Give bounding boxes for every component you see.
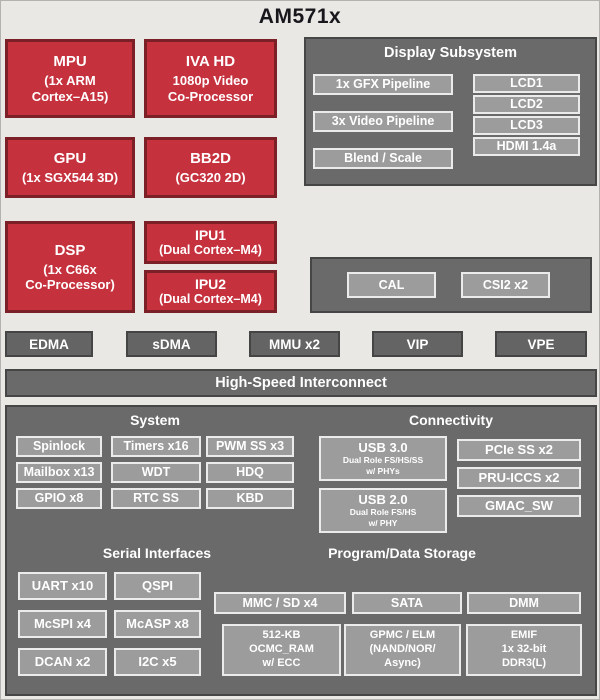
- chip-usb3: USB 3.0 Dual Role FS/HS/SS w/ PHYs: [319, 436, 447, 481]
- block-gpu-subtitle: (1x SGX544 3D): [21, 169, 119, 185]
- chip-sdma: sDMA: [126, 331, 217, 357]
- chip-gfx-pipeline: 1x GFX Pipeline: [313, 74, 453, 95]
- block-ipu1: IPU1 (Dual Cortex–M4): [144, 221, 277, 264]
- chip-i2c: I2C x5: [114, 648, 201, 676]
- chip-cal: CAL: [347, 272, 436, 298]
- chip-ocmc-ram: 512-KB OCMC_RAM w/ ECC: [222, 624, 341, 676]
- camera-panel: CAL CSI2 x2: [310, 257, 592, 313]
- serial-section-title: Serial Interfaces: [102, 545, 212, 561]
- block-gpu-title: GPU: [53, 149, 87, 167]
- chip-mcasp: McASP x8: [114, 610, 201, 638]
- page-title: AM571x: [258, 5, 342, 28]
- block-ipu1-subtitle: (Dual Cortex–M4): [159, 243, 262, 258]
- chip-emif: EMIF 1x 32-bit DDR3(L): [466, 624, 582, 676]
- connectivity-section-title: Connectivity: [408, 412, 493, 428]
- chip-usb2-title: USB 2.0: [358, 492, 408, 508]
- display-subsystem-title: Display Subsystem: [384, 45, 517, 61]
- chip-wdt: WDT: [111, 462, 201, 483]
- chip-edma: EDMA: [5, 331, 93, 357]
- chip-gpmc-elm: GPMC / ELM (NAND/NOR/ Async): [344, 624, 461, 676]
- chip-hdmi: HDMI 1.4a: [473, 137, 580, 156]
- block-iva-hd: IVA HD 1080p Video Co-Processor: [144, 39, 277, 118]
- chip-mailbox: Mailbox x13: [16, 462, 102, 483]
- block-dsp-title: DSP: [54, 241, 86, 259]
- chip-pru-iccs: PRU-ICCS x2: [457, 467, 581, 489]
- system-section-title: System: [130, 412, 180, 428]
- chip-mmu: MMU x2: [249, 331, 340, 357]
- chip-vpe: VPE: [495, 331, 587, 357]
- chip-usb2-subtitle: Dual Role FS/HS w/ PHY: [349, 507, 417, 528]
- chip-usb2: USB 2.0 Dual Role FS/HS w/ PHY: [319, 488, 447, 533]
- block-mpu-subtitle: (1x ARM Cortex–A15): [31, 73, 109, 104]
- chip-kbd: KBD: [206, 488, 294, 509]
- chip-spinlock: Spinlock: [16, 436, 102, 457]
- chip-dcan: DCAN x2: [18, 648, 107, 676]
- block-gpu: GPU (1x SGX544 3D): [5, 137, 135, 198]
- chip-lcd3: LCD3: [473, 116, 580, 135]
- chip-video-pipeline: 3x Video Pipeline: [313, 111, 453, 132]
- block-ipu2-title: IPU2: [194, 276, 227, 293]
- block-mpu-title: MPU: [53, 53, 87, 71]
- chip-gmac: GMAC_SW: [457, 495, 581, 517]
- chip-pwm: PWM SS x3: [206, 436, 294, 457]
- chip-gpio: GPIO x8: [16, 488, 102, 509]
- block-bb2d: BB2D (GC320 2D): [144, 137, 277, 198]
- block-ipu2-subtitle: (Dual Cortex–M4): [159, 292, 262, 307]
- chip-mcspi: McSPI x4: [18, 610, 107, 638]
- chip-uart: UART x10: [18, 572, 107, 600]
- block-bb2d-subtitle: (GC320 2D): [175, 169, 246, 185]
- block-dsp: DSP (1x C66x Co-Processor): [5, 221, 135, 313]
- chip-timers: Timers x16: [111, 436, 201, 457]
- chip-qspi: QSPI: [114, 572, 201, 600]
- display-subsystem-panel: Display Subsystem 1x GFX Pipeline 3x Vid…: [304, 37, 597, 186]
- chip-lcd2: LCD2: [473, 95, 580, 114]
- storage-section-title: Program/Data Storage: [328, 545, 476, 561]
- chip-pcie: PCIe SS x2: [457, 439, 581, 461]
- block-iva-hd-subtitle: 1080p Video Co-Processor: [167, 73, 254, 104]
- chip-usb3-subtitle: Dual Role FS/HS/SS w/ PHYs: [342, 455, 424, 476]
- block-ipu1-title: IPU1: [194, 227, 227, 244]
- chip-mmc-sd: MMC / SD x4: [214, 592, 346, 614]
- block-ipu2: IPU2 (Dual Cortex–M4): [144, 270, 277, 313]
- block-mpu: MPU (1x ARM Cortex–A15): [5, 39, 135, 118]
- chip-rtc: RTC SS: [111, 488, 201, 509]
- chip-usb3-title: USB 3.0: [358, 440, 408, 456]
- chip-vip: VIP: [372, 331, 463, 357]
- peripherals-panel: System Spinlock Timers x16 PWM SS x3 Mai…: [5, 405, 597, 696]
- block-bb2d-title: BB2D: [190, 149, 231, 167]
- block-dsp-subtitle: (1x C66x Co-Processor): [25, 261, 115, 292]
- chip-lcd1: LCD1: [473, 74, 580, 93]
- interconnect-bus: High-Speed Interconnect: [5, 369, 597, 397]
- chip-csi2: CSI2 x2: [461, 272, 550, 298]
- chip-sata: SATA: [352, 592, 462, 614]
- chip-blend-scale: Blend / Scale: [313, 148, 453, 169]
- block-iva-hd-title: IVA HD: [185, 53, 236, 71]
- chip-hdq: HDQ: [206, 462, 294, 483]
- chip-dmm: DMM: [467, 592, 581, 614]
